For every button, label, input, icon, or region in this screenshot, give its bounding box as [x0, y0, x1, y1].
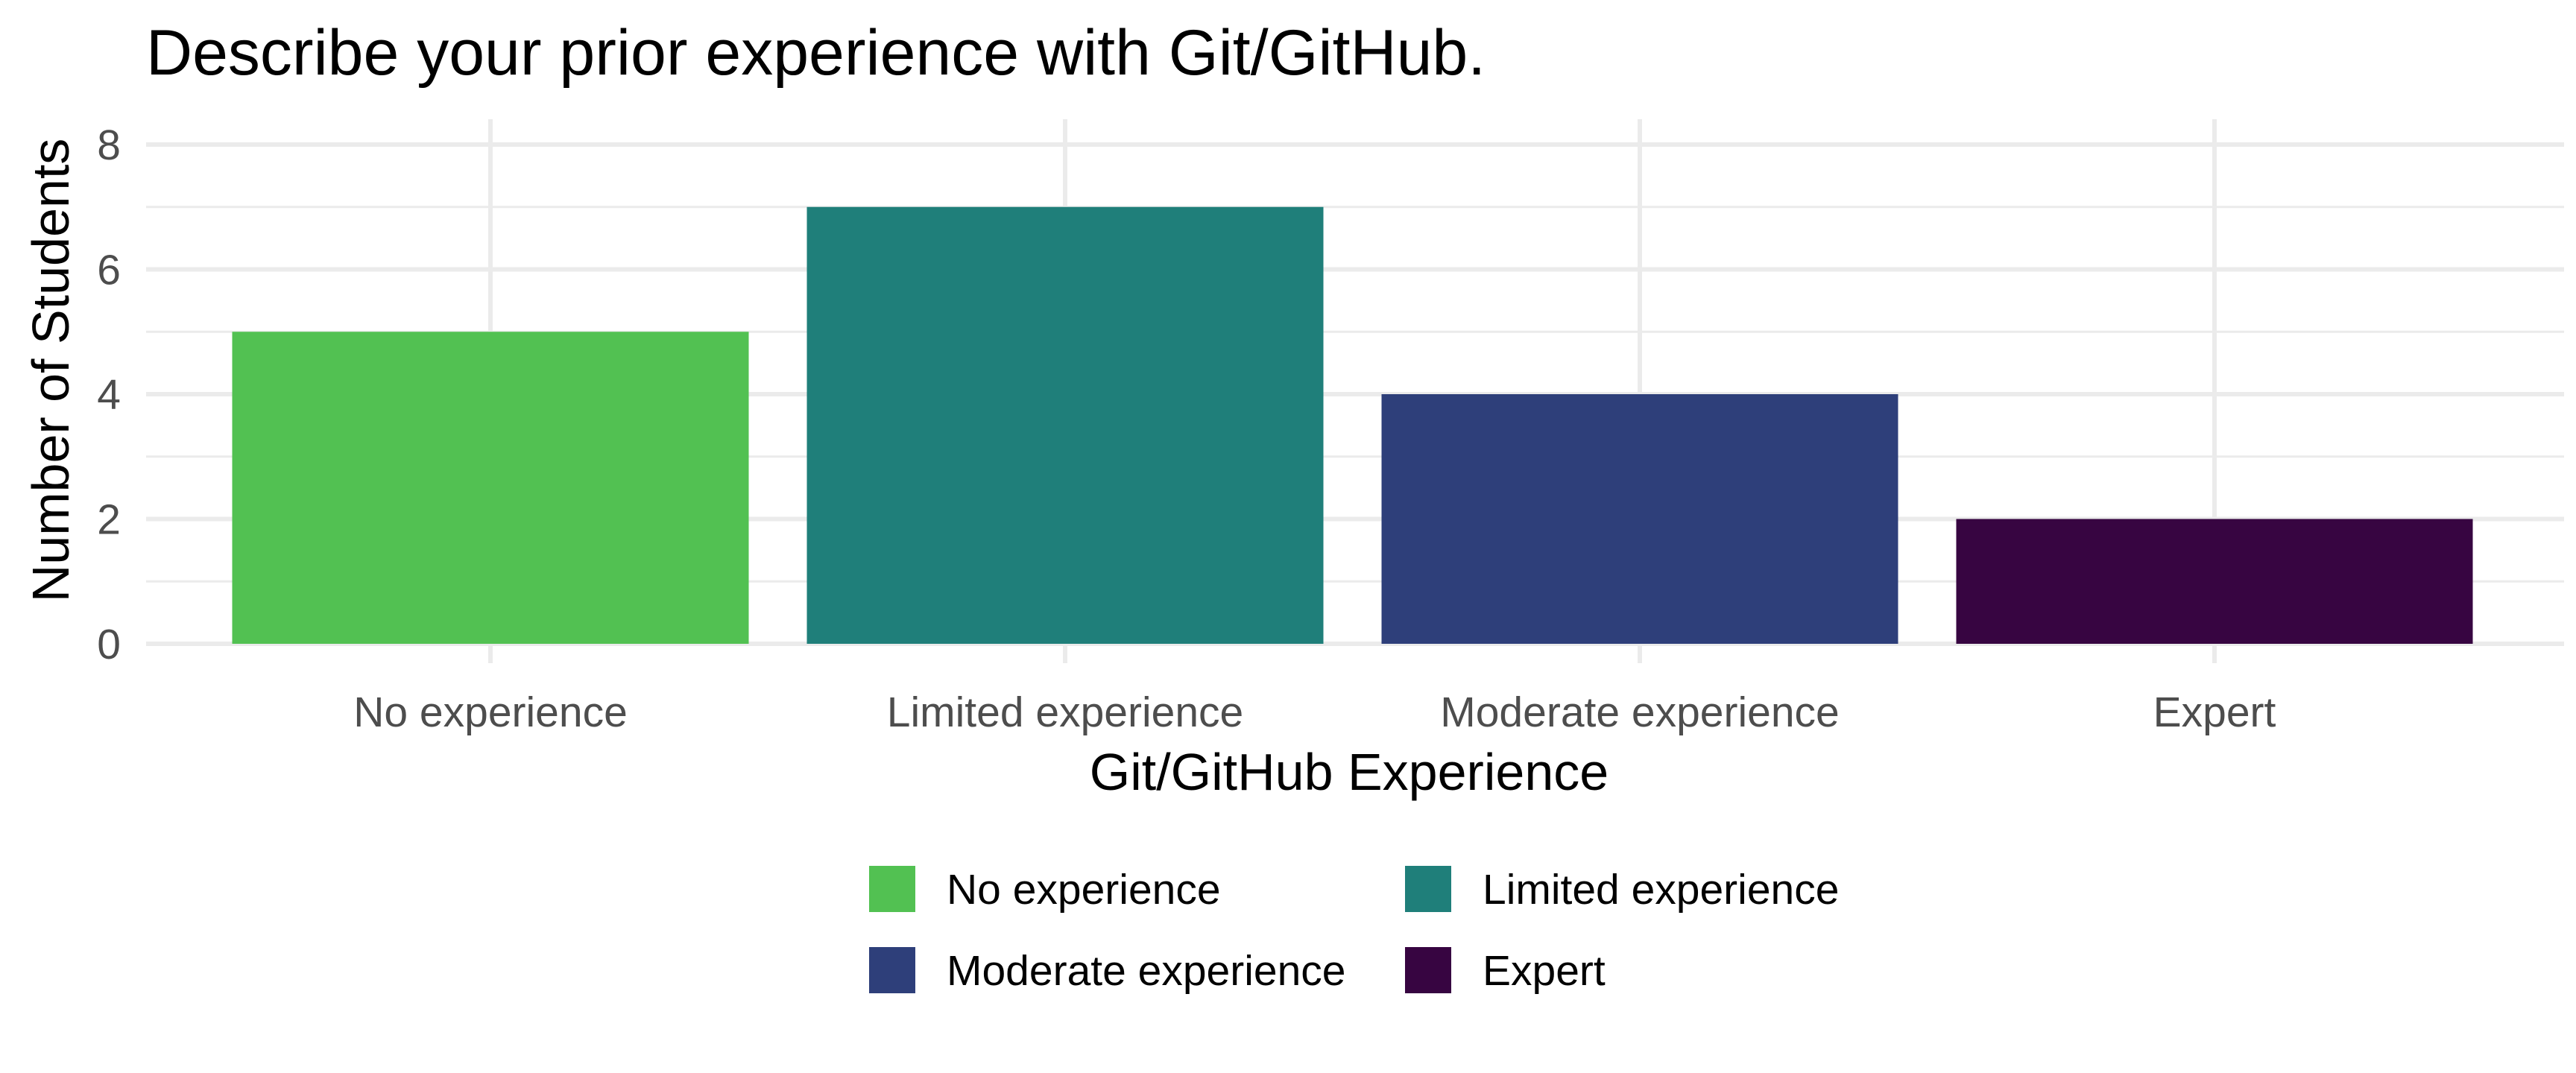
x-tick-label: Expert [2153, 689, 2276, 736]
x-tick-label: Moderate experience [1440, 689, 1840, 736]
legend-label: Expert [1483, 947, 1606, 995]
y-tick-labels: 0 2 4 6 8 [97, 121, 121, 668]
bar [1381, 394, 1898, 644]
bars [232, 206, 2473, 644]
legend-key [1405, 866, 1451, 912]
y-tick-label: 2 [97, 496, 121, 544]
legend-key [1405, 947, 1451, 993]
bar [1956, 519, 2473, 644]
y-axis-title: Number of Students [22, 139, 80, 603]
legend-label: Limited experience [1483, 866, 1839, 914]
y-tick-label: 8 [97, 121, 121, 169]
x-tick-labels: No experience Limited experience Moderate … [353, 689, 2276, 736]
bar [806, 206, 1324, 644]
legend-label: Moderate experience [947, 947, 1346, 995]
x-tick-label: No experience [353, 689, 628, 736]
legend-key [869, 947, 915, 993]
bar [232, 332, 749, 644]
x-axis-title: Git/GitHub Experience [1090, 743, 1609, 801]
y-tick-label: 4 [97, 371, 121, 419]
y-tick-label: 0 [97, 621, 121, 668]
x-tick-label: Limited experience [887, 689, 1243, 736]
y-tick-label: 6 [97, 247, 121, 294]
legend-label: No experience [947, 866, 1221, 914]
legend-key [869, 866, 915, 912]
legend: No experience Limited experience Moderate … [869, 866, 1839, 995]
chart-title: Describe your prior experience with Git/… [146, 17, 1486, 89]
